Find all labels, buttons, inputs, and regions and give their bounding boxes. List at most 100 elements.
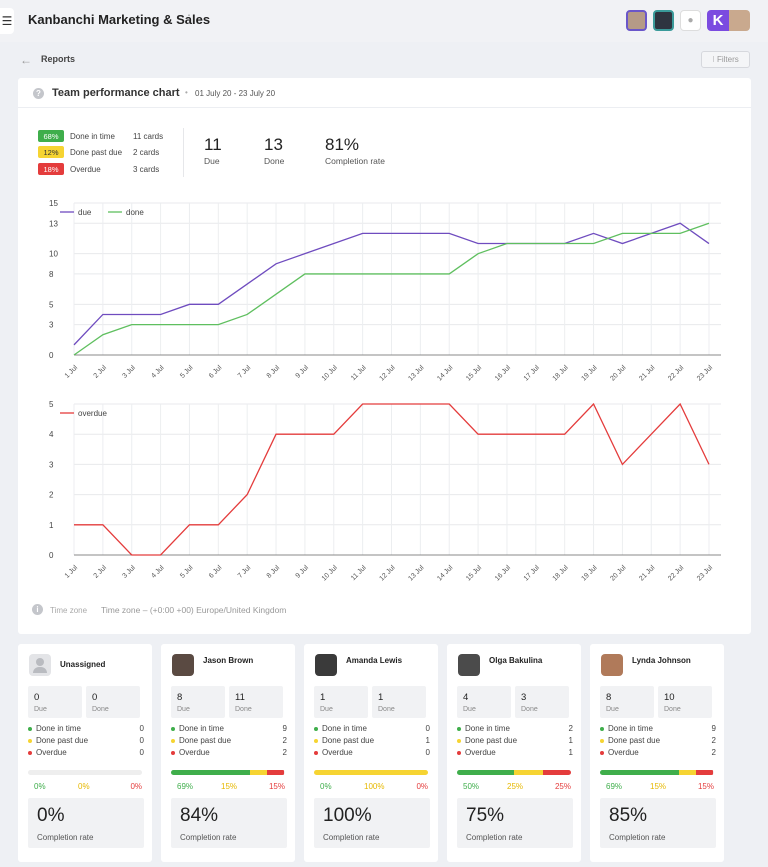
x-tick-label: 7 Jul xyxy=(237,364,253,380)
row-done-past-due: Done past due 1 xyxy=(314,736,430,747)
avatar-user-2[interactable] xyxy=(653,10,674,31)
x-tick-label: 14 Jul xyxy=(436,364,454,382)
row-value: 1 xyxy=(425,736,430,745)
row-value: 2 xyxy=(711,736,716,745)
completion-rate-value: 84% xyxy=(180,805,219,826)
progress-bar xyxy=(171,770,285,775)
row-value: 1 xyxy=(568,736,573,745)
due-label: Due xyxy=(606,706,619,713)
x-tick-label: 10 Jul xyxy=(321,364,339,382)
stat-completion-rate: 81% Completion rate xyxy=(325,135,385,166)
completion-rate-label: Completion rate xyxy=(466,833,523,842)
x-tick-label: 5 Jul xyxy=(179,364,195,380)
avatar-user-1[interactable] xyxy=(626,10,647,31)
hamburger-menu-icon[interactable]: ☰ xyxy=(0,8,14,34)
due-label: Due xyxy=(320,706,333,713)
progress-bar xyxy=(600,770,714,775)
percent-yellow: 100% xyxy=(364,782,385,791)
help-icon[interactable]: ? xyxy=(33,88,44,99)
row-done-past-due: Done past due 1 xyxy=(457,736,573,747)
segment-done-in-time xyxy=(600,770,679,775)
x-tick-label: 18 Jul xyxy=(552,564,570,582)
member-avatar xyxy=(172,654,194,676)
row-value: 2 xyxy=(711,748,716,757)
unassigned-user-icon xyxy=(29,654,51,676)
segment-overdue xyxy=(542,770,571,775)
done-label: Done xyxy=(235,706,252,713)
completion-rate-value: 100% xyxy=(323,805,372,826)
percent-green: 0% xyxy=(320,782,332,791)
completion-rate-label: Completion rate xyxy=(609,833,666,842)
done-box: 1 Done xyxy=(372,686,426,718)
done-count: 11 xyxy=(235,692,245,703)
completion-rate-box: 100% Completion rate xyxy=(314,798,430,848)
legend-done-past-due: 12% Done past due 2 cards xyxy=(38,145,159,159)
member-card-amanda-lewis: Amanda Lewis 1 Due 1 Done Done in time 0 Do… xyxy=(304,644,438,862)
timezone-value[interactable]: Time zone – (+0:00 +00) Europe/United Ki… xyxy=(101,605,287,615)
member-avatar xyxy=(315,654,337,676)
percent-red: 25% xyxy=(554,782,571,791)
row-label: Overdue xyxy=(36,748,67,757)
x-tick-label: 6 Jul xyxy=(208,364,224,380)
progress-bar xyxy=(457,770,571,775)
completion-rate-label: Completion rate xyxy=(180,833,237,842)
segment-overdue xyxy=(695,770,713,775)
member-name: Jason Brown xyxy=(203,656,254,665)
y-tick-label: 3 xyxy=(49,321,54,330)
panel-header: ? Team performance chart • 01 July 20 - … xyxy=(18,78,751,108)
account-badge[interactable]: K xyxy=(707,10,750,31)
legend-label: Done past due xyxy=(70,147,123,157)
percent-red: 0% xyxy=(416,782,428,791)
due-count: 4 xyxy=(463,692,469,703)
due-label: Due xyxy=(463,706,476,713)
percent-green: 50% xyxy=(463,782,480,791)
filters-button[interactable]: ⁝ Filters xyxy=(701,51,750,68)
reports-breadcrumb[interactable]: Reports xyxy=(41,54,76,64)
member-name: Amanda Lewis xyxy=(346,656,403,665)
board-title[interactable]: Kanbanchi Marketing & Sales xyxy=(28,12,211,27)
x-tick-label: 6 Jul xyxy=(208,564,224,580)
x-tick-label: 3 Jul xyxy=(121,364,137,380)
notifications-bell-icon[interactable]: ● xyxy=(680,10,701,31)
board-options-icon[interactable]: ⋮ xyxy=(183,12,195,26)
done-count: 10 xyxy=(664,692,675,703)
date-range[interactable]: 01 July 20 - 23 July 20 xyxy=(195,89,276,98)
x-tick-label: 15 Jul xyxy=(465,364,483,382)
member-avatar xyxy=(458,654,480,676)
row-done-in-time: Done in time 0 xyxy=(314,724,430,735)
x-tick-label: 22 Jul xyxy=(667,564,685,582)
y-tick-label: 15 xyxy=(49,199,58,208)
x-tick-label: 16 Jul xyxy=(494,364,512,382)
row-label: Done in time xyxy=(179,724,224,733)
row-label: Overdue xyxy=(465,748,496,757)
stat-label: Due xyxy=(204,156,220,166)
x-tick-label: 11 Jul xyxy=(350,364,368,382)
chart-1: 0 3 5 8 10 13 15 1 Jul 2 Jul 3 Jul 4 Jul 5 Jul 6 Jul… xyxy=(49,199,721,383)
completion-rate-box: 0% Completion rate xyxy=(28,798,144,848)
done-count: 3 xyxy=(521,692,527,703)
y-tick-label: 5 xyxy=(49,400,54,409)
x-tick-label: 19 Jul xyxy=(581,364,599,382)
x-tick-label: 20 Jul xyxy=(609,364,627,382)
progress-percents: 69% 15% 15% xyxy=(171,782,285,792)
due-box: 8 Due xyxy=(171,686,225,718)
row-value: 1 xyxy=(568,748,573,757)
row-label: Done past due xyxy=(36,736,89,745)
done-count: 0 xyxy=(92,692,98,703)
chart-title: Team performance chart xyxy=(52,87,180,99)
segment-done-past-due xyxy=(514,770,543,775)
y-tick-label: 5 xyxy=(49,300,54,309)
row-value: 2 xyxy=(282,748,287,757)
stats-divider xyxy=(183,128,184,177)
legend-count: 11 cards xyxy=(133,131,164,141)
done-box: 10 Done xyxy=(658,686,712,718)
done-box: 11 Done xyxy=(229,686,283,718)
title-separator: • xyxy=(185,88,188,97)
row-value: 0 xyxy=(139,724,144,733)
back-arrow-icon[interactable]: ← xyxy=(20,53,32,67)
x-tick-label: 17 Jul xyxy=(523,364,541,382)
row-label: Done in time xyxy=(608,724,653,733)
percent-green: 69% xyxy=(606,782,623,791)
stat-value: 81% xyxy=(325,135,360,154)
x-tick-label: 12 Jul xyxy=(378,364,396,382)
